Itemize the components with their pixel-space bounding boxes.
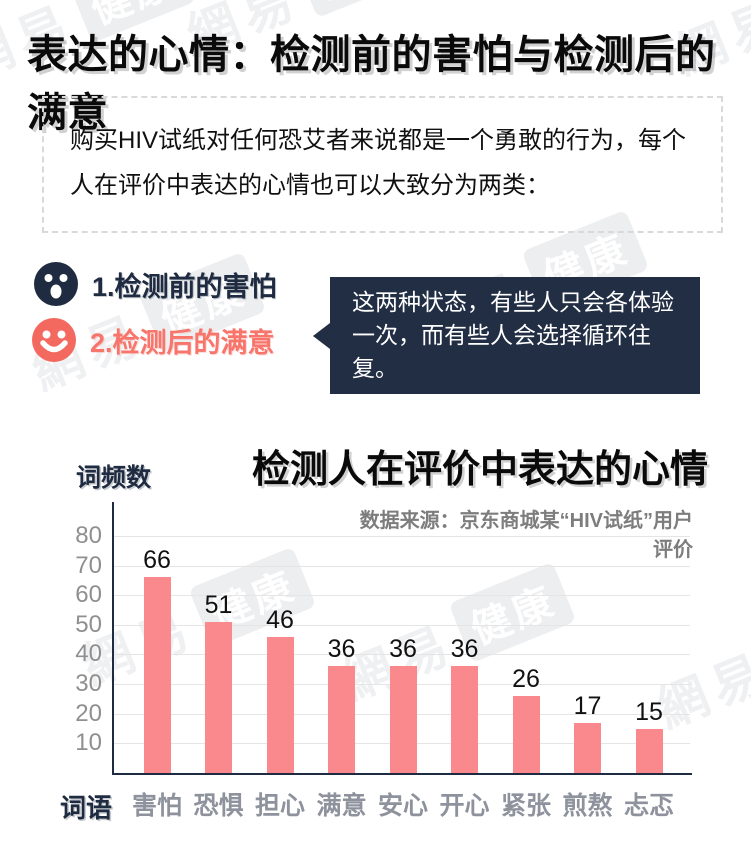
scared-face-icon [34, 262, 78, 306]
x-axis-title: 词语 [60, 793, 113, 823]
y-tick-label: 40 [75, 640, 102, 668]
bar [205, 621, 232, 773]
mood-item-before-test: 1.检测前的害怕 [34, 262, 277, 306]
y-tick-label: 10 [75, 729, 102, 757]
speech-bubble-text: 这两种状态，有些人只会各体验一次，而有些人会选择循环往复。 [352, 289, 674, 381]
bar-value-label: 15 [635, 697, 663, 726]
gridline [114, 565, 690, 567]
gridline [114, 624, 690, 626]
y-tick-label: 80 [75, 521, 102, 549]
bar [143, 577, 171, 773]
bar-value-label: 36 [389, 635, 417, 664]
y-axis-line [112, 502, 114, 775]
category-label: 煎熬 [562, 792, 613, 820]
bar-value-label: 26 [512, 664, 540, 693]
bar [328, 666, 355, 773]
bar [266, 636, 294, 773]
bar [512, 695, 540, 773]
y-tick-label: 60 [75, 581, 102, 609]
speech-bubble: 这两种状态，有些人只会各体验一次，而有些人会选择循环往复。 [313, 277, 700, 394]
chart-title: 检测人在评价中表达的心情 [251, 449, 708, 491]
mood-item-after-test: 2.检测后的满意 [32, 318, 275, 362]
y-tick-label: 50 [75, 610, 102, 638]
smiley-face-icon [32, 318, 76, 362]
bar-value-label: 36 [327, 635, 356, 664]
bar [635, 728, 663, 773]
bar [574, 722, 601, 773]
y-tick-label: 70 [75, 551, 102, 579]
mood-label-before-test: 1.检测前的害怕 [92, 271, 277, 302]
y-tick-label: 20 [75, 699, 102, 727]
category-label: 满意 [316, 792, 367, 820]
bar [451, 666, 478, 773]
bar [389, 666, 417, 773]
bar-value-label: 36 [450, 635, 479, 664]
x-category-labels: 害怕 恐惧 担心 满意 安心 开心 紧张 煎熬 忐忑 [114, 786, 690, 820]
bar-value-label: 51 [204, 590, 233, 619]
category-label: 担心 [254, 792, 305, 820]
category-label: 害怕 [131, 792, 182, 820]
intro-text: 购买HIV试纸对任何恐艾者来说都是一个勇敢的行为，每个人在评价中表达的心情也可以… [70, 127, 687, 199]
plot-area: 66 51 46 36 36 36 26 17 15 [114, 530, 690, 773]
x-axis-line [112, 773, 692, 775]
gridline [114, 595, 690, 597]
bubble-arrow-left [313, 322, 330, 349]
category-label: 恐惧 [193, 792, 244, 820]
category-label: 紧张 [500, 792, 551, 820]
bar-value-label: 66 [143, 546, 171, 575]
intro-box: 购买HIV试纸对任何恐艾者来说都是一个勇敢的行为，每个人在评价中表达的心情也可以… [42, 96, 723, 233]
bar-value-label: 17 [573, 691, 602, 720]
category-label: 安心 [377, 792, 428, 820]
y-tick-label: 30 [75, 670, 102, 698]
category-label: 忐忑 [623, 792, 674, 820]
y-axis-title: 词频数 [76, 464, 152, 492]
chart-source: 数据来源：京东商城某“HIV试纸”用户评价 [359, 510, 693, 561]
gridline [114, 654, 690, 656]
gridline [114, 535, 690, 537]
watermark-badge: 健康 [293, 0, 422, 19]
bar-value-label: 46 [266, 605, 294, 634]
mood-label-after-test: 2.检测后的满意 [90, 327, 275, 358]
y-tick-labels: 10 20 30 40 50 60 70 80 [50, 522, 102, 773]
category-label: 开心 [439, 792, 490, 820]
page-title: 表达的心情：检测前的害怕与检测后的满意 [27, 33, 716, 135]
